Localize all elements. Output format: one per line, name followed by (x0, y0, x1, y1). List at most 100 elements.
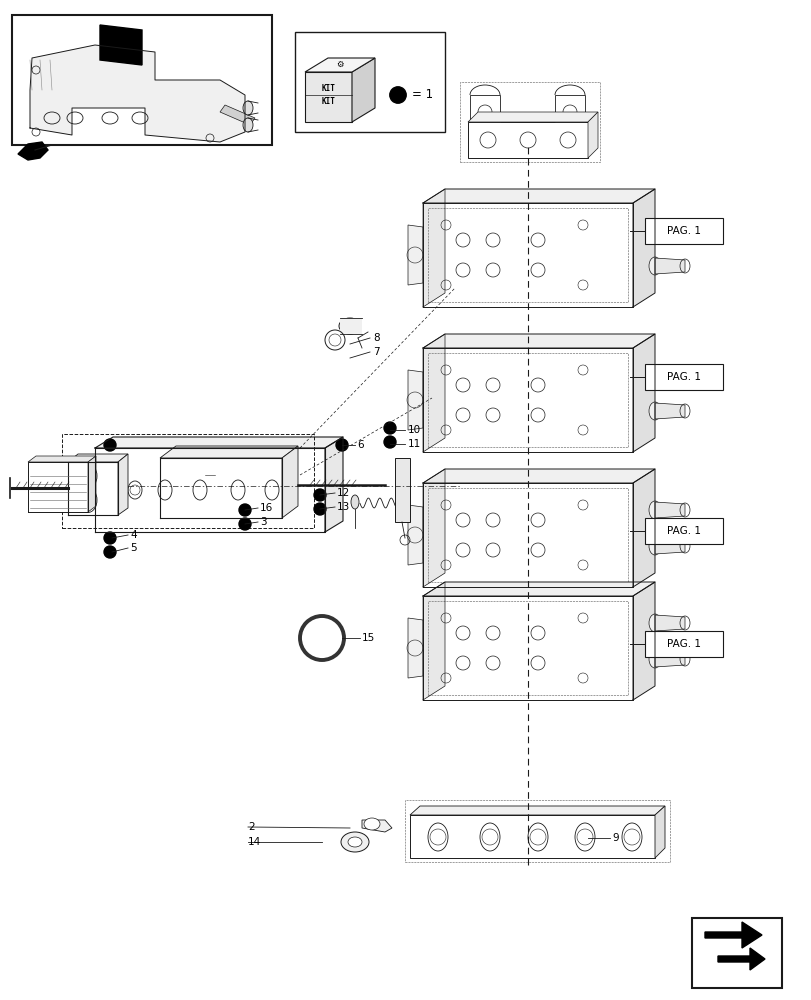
Polygon shape (351, 58, 375, 122)
Polygon shape (654, 806, 664, 858)
Bar (62, 434, 314, 528)
Text: PAG. 1: PAG. 1 (666, 226, 700, 236)
Polygon shape (407, 505, 423, 565)
Polygon shape (410, 815, 654, 858)
Text: KIT: KIT (321, 84, 335, 93)
Polygon shape (654, 538, 684, 554)
Polygon shape (654, 403, 684, 419)
Text: 2: 2 (247, 822, 255, 832)
Bar (12, 15, 272, 145)
Ellipse shape (350, 495, 358, 509)
Polygon shape (28, 456, 96, 462)
Polygon shape (423, 334, 444, 452)
Circle shape (389, 87, 406, 103)
Text: PAG. 1: PAG. 1 (666, 639, 700, 649)
Circle shape (104, 532, 116, 544)
Text: 10: 10 (407, 425, 421, 435)
Polygon shape (281, 446, 298, 518)
Bar (427, 601, 627, 695)
Polygon shape (423, 469, 444, 587)
Text: 11: 11 (407, 439, 421, 449)
Polygon shape (423, 189, 654, 203)
Circle shape (384, 422, 396, 434)
Polygon shape (68, 454, 128, 462)
Text: 6: 6 (357, 440, 363, 450)
Ellipse shape (242, 118, 253, 132)
Polygon shape (717, 948, 764, 970)
Circle shape (238, 504, 251, 516)
Polygon shape (410, 806, 664, 815)
Circle shape (336, 439, 348, 451)
Ellipse shape (648, 221, 660, 239)
Ellipse shape (242, 101, 253, 115)
Circle shape (104, 546, 116, 558)
Polygon shape (654, 222, 684, 238)
Text: KIT: KIT (321, 98, 335, 106)
Polygon shape (362, 820, 392, 832)
Polygon shape (423, 483, 633, 587)
Polygon shape (160, 458, 281, 518)
Polygon shape (423, 582, 654, 596)
Text: 16: 16 (260, 503, 273, 513)
Bar (460, 82, 599, 162)
Ellipse shape (648, 537, 660, 555)
Text: = 1: = 1 (411, 89, 432, 102)
Polygon shape (220, 105, 255, 125)
Polygon shape (633, 334, 654, 452)
Polygon shape (467, 112, 597, 122)
Polygon shape (654, 651, 684, 667)
Bar (644, 518, 722, 544)
Circle shape (238, 518, 251, 530)
Text: 9: 9 (611, 833, 618, 843)
Polygon shape (340, 318, 362, 334)
Text: 14: 14 (247, 837, 261, 847)
Polygon shape (305, 72, 351, 122)
Ellipse shape (648, 650, 660, 668)
Text: 7: 7 (372, 347, 380, 357)
Polygon shape (423, 189, 444, 307)
Polygon shape (633, 189, 654, 307)
Ellipse shape (648, 366, 660, 384)
Ellipse shape (648, 501, 660, 519)
Circle shape (314, 503, 325, 515)
Polygon shape (470, 95, 500, 122)
Polygon shape (30, 45, 245, 142)
Bar (644, 364, 722, 390)
Polygon shape (407, 618, 423, 678)
Polygon shape (68, 462, 118, 515)
Ellipse shape (648, 257, 660, 275)
Text: PAG. 1: PAG. 1 (666, 526, 700, 536)
Text: 12: 12 (337, 488, 350, 498)
Text: 15: 15 (362, 633, 375, 643)
Polygon shape (100, 25, 142, 65)
Polygon shape (704, 922, 761, 948)
Polygon shape (633, 469, 654, 587)
Text: ⚙: ⚙ (336, 60, 343, 69)
Polygon shape (394, 458, 410, 522)
Polygon shape (95, 437, 342, 448)
Polygon shape (28, 462, 88, 512)
Polygon shape (423, 203, 633, 307)
Polygon shape (423, 596, 633, 700)
Ellipse shape (363, 818, 380, 830)
Bar (644, 631, 722, 657)
Text: 8: 8 (372, 333, 380, 343)
Polygon shape (587, 112, 597, 158)
Polygon shape (88, 456, 96, 512)
Ellipse shape (341, 832, 368, 852)
Bar (427, 353, 627, 447)
Text: PAG. 1: PAG. 1 (666, 372, 700, 382)
Polygon shape (160, 446, 298, 458)
Circle shape (314, 489, 325, 501)
Bar (294, 32, 444, 132)
Bar (644, 218, 722, 244)
Bar (405, 800, 669, 862)
Circle shape (104, 439, 116, 451)
Polygon shape (654, 367, 684, 383)
Bar (427, 208, 627, 302)
Polygon shape (407, 370, 423, 430)
Polygon shape (654, 502, 684, 518)
Polygon shape (554, 95, 584, 122)
Text: 3: 3 (260, 517, 266, 527)
Polygon shape (407, 225, 423, 285)
